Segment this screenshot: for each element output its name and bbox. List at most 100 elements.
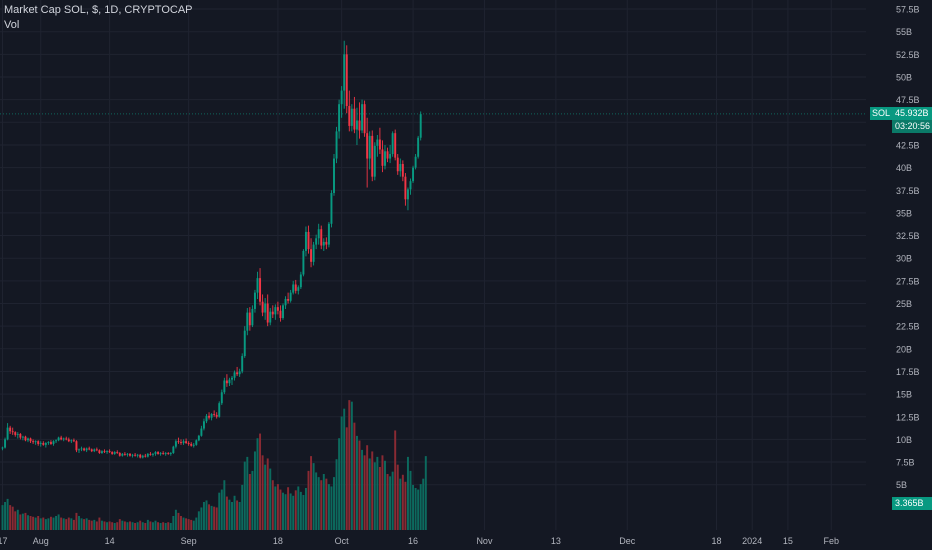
volume-bar <box>389 476 392 530</box>
y-tick-label: 57.5B <box>896 5 920 15</box>
x-tick-label: 13 <box>551 536 561 546</box>
candle-body <box>78 449 80 451</box>
candle-body <box>409 181 412 190</box>
volume-bar <box>251 470 254 530</box>
volume-bar <box>353 422 356 530</box>
volume-bar <box>371 451 374 530</box>
candle-body <box>24 436 27 441</box>
candle-body <box>289 292 292 301</box>
candle-body <box>154 452 157 454</box>
candle-body <box>57 437 60 441</box>
volume-bar <box>154 520 157 530</box>
x-tick-label: Sep <box>181 536 197 546</box>
candle-body <box>1 447 4 449</box>
candle-body <box>384 151 386 166</box>
volume-bar <box>391 471 394 530</box>
candle-body <box>192 444 195 446</box>
volume-bar <box>307 470 310 530</box>
volume-bar <box>422 478 425 530</box>
candle-body <box>312 244 315 262</box>
x-tick-label: Dec <box>619 536 636 546</box>
candle-body <box>355 120 358 130</box>
candle-body <box>187 443 190 444</box>
x-tick-label: 14 <box>105 536 115 546</box>
volume-bar <box>246 456 249 530</box>
candle-body <box>185 441 188 444</box>
volume-bar <box>406 456 409 530</box>
volume-bar <box>338 438 341 530</box>
candle-body <box>34 441 37 443</box>
y-tick-label: 52.5B <box>896 50 920 60</box>
volume-bar <box>202 502 205 530</box>
candle-body <box>282 305 284 318</box>
candle-body <box>391 133 394 155</box>
volume-bar <box>228 499 231 530</box>
candle-body <box>350 108 353 126</box>
y-tick-label: 22.5B <box>896 322 920 332</box>
volume-bar <box>333 477 335 530</box>
candle-body <box>412 167 415 182</box>
volume-bar <box>157 522 160 530</box>
volume-bar <box>197 511 200 530</box>
candle-body <box>118 452 121 456</box>
candle-body <box>95 449 98 451</box>
volume-bar <box>62 518 65 530</box>
volume-bar <box>378 467 381 530</box>
volume-bar <box>213 506 216 530</box>
volume-bar <box>208 504 211 530</box>
candle-body <box>208 415 211 418</box>
candle-body <box>190 443 193 446</box>
volume-bar <box>225 496 228 530</box>
x-tick-label: 17 <box>0 536 8 546</box>
volume-bar <box>282 492 284 530</box>
volume-bar <box>88 519 91 530</box>
volume-bar <box>236 500 239 530</box>
x-tick-label: 15 <box>783 536 793 546</box>
candle-body <box>159 452 162 454</box>
volume-bar <box>297 486 300 530</box>
volume-bar <box>11 506 14 530</box>
volume-bar <box>327 484 330 530</box>
volume-bar <box>310 456 313 530</box>
volume-bar <box>200 507 203 530</box>
volume-bar <box>292 495 295 530</box>
candle-body <box>248 312 251 326</box>
volume-bar <box>42 517 45 530</box>
candle-body <box>419 114 422 138</box>
volume-bar <box>34 517 37 530</box>
volume-bar <box>144 523 147 530</box>
candle-body <box>123 453 126 455</box>
candle-body <box>264 303 267 313</box>
volume-bar <box>261 455 264 530</box>
volume-bar <box>16 509 19 530</box>
grid-lines <box>0 0 866 530</box>
candle-body <box>180 442 182 444</box>
volume-bar <box>340 416 343 530</box>
volume-bar <box>185 518 188 530</box>
candle-body <box>302 250 305 275</box>
candle-body <box>353 108 356 130</box>
last-price-tag: 45.932B <box>892 107 932 121</box>
volume-bar <box>335 459 338 530</box>
candle-body <box>340 90 343 105</box>
candle-body <box>335 131 338 159</box>
volume-bar <box>304 488 307 530</box>
volume-bar <box>126 522 129 530</box>
volume-bar <box>108 521 111 530</box>
candle-body <box>381 149 384 166</box>
candle-body <box>19 433 22 438</box>
y-tick-label: 10B <box>896 435 912 445</box>
volume-bar <box>287 487 290 530</box>
volume-bar <box>424 456 427 530</box>
volume-bar <box>317 477 320 530</box>
y-tick-label: 37.5B <box>896 186 920 196</box>
volume-bar <box>419 484 422 530</box>
candle-body <box>307 231 310 250</box>
candle-body <box>139 454 142 458</box>
volume-bar <box>93 519 96 530</box>
volume-bar <box>177 512 180 530</box>
candle-body <box>210 414 213 418</box>
volume-bar <box>220 489 223 530</box>
candle-body <box>42 443 45 445</box>
